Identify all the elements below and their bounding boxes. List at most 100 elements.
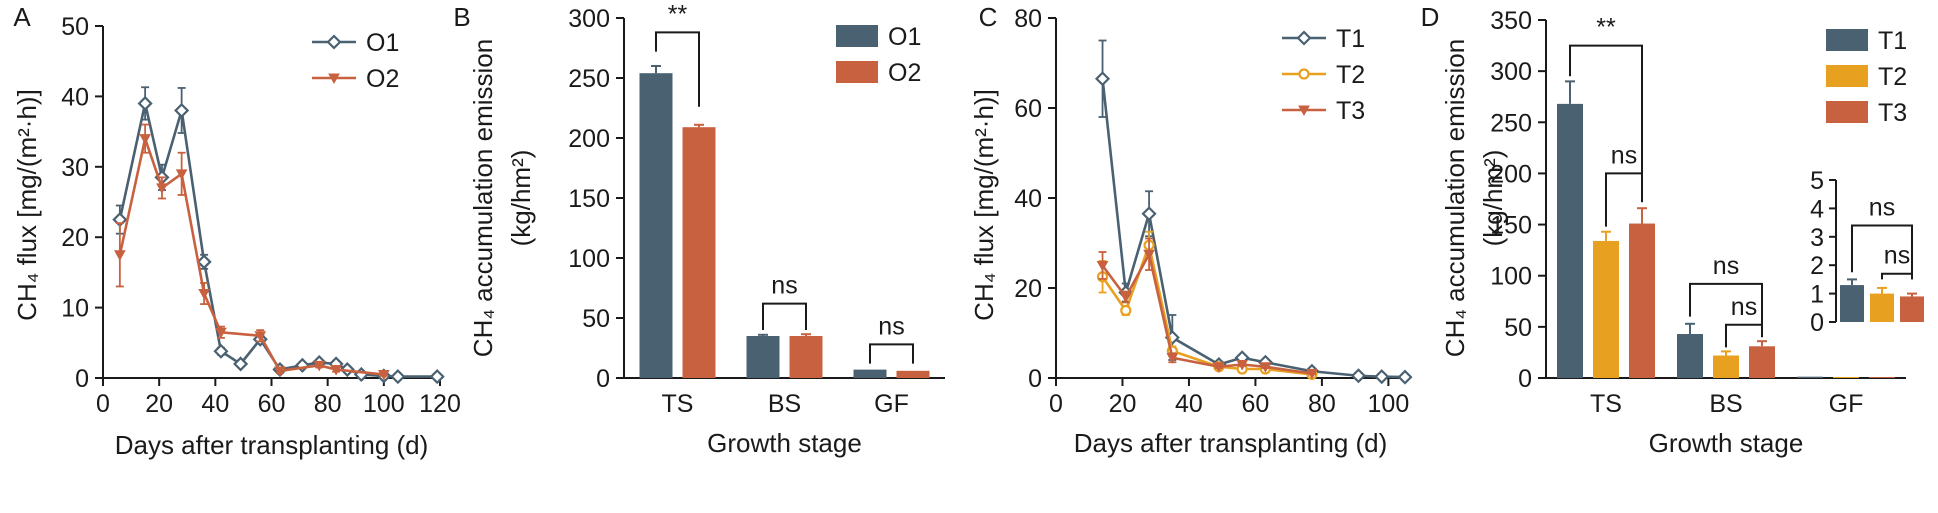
bar-O1-TS — [639, 73, 673, 378]
inset-y-tick-label: 3 — [1810, 224, 1824, 252]
significance-bracket — [1851, 224, 1913, 280]
bar-T1-GF — [1797, 376, 1823, 378]
data-point — [1141, 206, 1157, 222]
inset-y-tick-label: 5 — [1810, 167, 1824, 195]
legend-label-T3: T3 — [1878, 99, 1907, 127]
legend-label-O2: O2 — [888, 59, 921, 87]
significance-label: ns — [1869, 193, 1895, 221]
panel-c-x-axis-label: Days after transplanting (d) — [1074, 428, 1388, 458]
bar-T2-TS — [1593, 240, 1619, 378]
inset-bar-T1 — [1840, 285, 1864, 322]
panel-a-y-axis-label: CH₄ flux [mg/(m²·h)] — [12, 89, 42, 321]
panel-b-x-axis-label: Growth stage — [707, 428, 862, 458]
panel-c-x-tick-label: 80 — [1308, 390, 1336, 418]
panel-d-y-tick-label: 0 — [1518, 365, 1532, 393]
data-point — [175, 169, 188, 180]
data-point — [137, 95, 153, 111]
significance-bracket — [1881, 272, 1913, 280]
legend-label-T1: T1 — [1878, 27, 1907, 55]
panel-d-y-tick-label: 100 — [1490, 263, 1532, 291]
category-label-GF: GF — [1829, 390, 1864, 418]
legend-swatch-O1 — [836, 25, 878, 47]
bar-T3-BS — [1749, 346, 1775, 378]
data-point — [174, 102, 190, 119]
panel-d-y-tick-label: 200 — [1490, 160, 1532, 188]
panel-b-y-tick-label: 300 — [568, 5, 610, 33]
data-point — [326, 34, 342, 50]
series-line-O1 — [118, 103, 438, 378]
data-point — [328, 73, 340, 85]
data-point — [274, 366, 286, 377]
panel-d-x-axis-label: Growth stage — [1649, 428, 1804, 458]
data-point — [196, 254, 212, 270]
category-label-BS: BS — [768, 390, 801, 418]
data-point — [1306, 369, 1318, 380]
panel-c-chart: 0 20 40 60 80 0 20 40 60 80 100 T1 T2 T3 Days after tr… — [969, 5, 1413, 458]
panel-c-y-axis-label: CH₄ flux [mg/(m²·h)] — [969, 89, 999, 321]
significance-label: ns — [1611, 141, 1637, 169]
bar-O1-BS — [746, 336, 780, 378]
panel-b-y-tick-label: 100 — [568, 245, 610, 273]
data-point — [1298, 105, 1310, 117]
significance-label: ns — [1884, 242, 1910, 270]
panel-c-x-tick-label: 60 — [1242, 390, 1270, 418]
data-point — [313, 360, 326, 372]
panel-a-y-tick-label: 50 — [61, 13, 89, 41]
panel-b-y-tick-label: 50 — [582, 305, 610, 333]
data-point — [1397, 369, 1413, 385]
panel-a-y-tick-label: 20 — [61, 224, 89, 252]
significance-bracket — [1605, 172, 1643, 227]
data-point — [1236, 360, 1248, 371]
panel-c-y-tick-label: 40 — [1014, 185, 1042, 213]
data-point — [377, 369, 390, 381]
significance-label: ** — [668, 0, 688, 28]
inset-bar-T2 — [1870, 293, 1894, 322]
data-point — [254, 331, 267, 342]
data-point — [215, 327, 227, 339]
bar-T3-GF — [1869, 377, 1895, 378]
panel-label-d: D — [1421, 2, 1440, 32]
panel-c-x-tick-label: 20 — [1109, 390, 1137, 418]
panel-c-x-tick-label: 100 — [1368, 390, 1410, 418]
panel-b-y-tick-label: 250 — [568, 65, 610, 93]
panel-a-x-tick-label: 120 — [419, 390, 461, 418]
data-point — [1374, 369, 1390, 385]
data-point — [1166, 353, 1179, 364]
legend-label-T1: T1 — [1336, 25, 1365, 53]
panel-c-y-tick-label: 0 — [1028, 365, 1042, 393]
legend-label-O1: O1 — [888, 23, 921, 51]
data-point — [1298, 68, 1310, 80]
panel-d-y-tick-label: 300 — [1490, 58, 1532, 86]
panel-b-y-axis-unit: (kg/hm²) — [506, 150, 536, 247]
significance-bracket — [762, 302, 807, 330]
data-point — [1350, 368, 1367, 384]
panel-a-x-tick-label: 80 — [314, 390, 342, 418]
inset-y-tick-label: 0 — [1810, 309, 1824, 337]
panel-label-b: B — [453, 2, 470, 32]
panel-a-x-axis-label: Days after transplanting (d) — [115, 430, 429, 460]
panel-a-y-tick-label: 30 — [61, 154, 89, 182]
bar-O2-BS — [789, 336, 823, 378]
inset-bar-T3 — [1900, 296, 1924, 322]
panel-label-c: C — [979, 2, 998, 32]
data-point — [139, 134, 151, 145]
panel-c-x-tick-label: 0 — [1049, 390, 1063, 418]
panel-d-y-axis-unit: (kg/hm²) — [1478, 150, 1508, 247]
category-label-GF: GF — [874, 390, 909, 418]
significance-bracket — [1569, 44, 1643, 203]
data-point — [1120, 304, 1132, 317]
bar-O1-GF — [853, 369, 887, 378]
bar-O2-GF — [896, 370, 930, 378]
panel-c-y-tick-label: 80 — [1014, 5, 1042, 33]
data-point — [1119, 292, 1132, 304]
bar-T2-BS — [1713, 355, 1739, 378]
bar-T2-GF — [1833, 376, 1859, 378]
data-point — [390, 369, 406, 385]
data-point — [198, 289, 210, 300]
panel-d-y-axis-label: CH₄ accumulation emission — [1440, 39, 1470, 357]
panel-a-y-tick-label: 40 — [61, 83, 89, 111]
legend-label-T2: T2 — [1878, 63, 1907, 91]
